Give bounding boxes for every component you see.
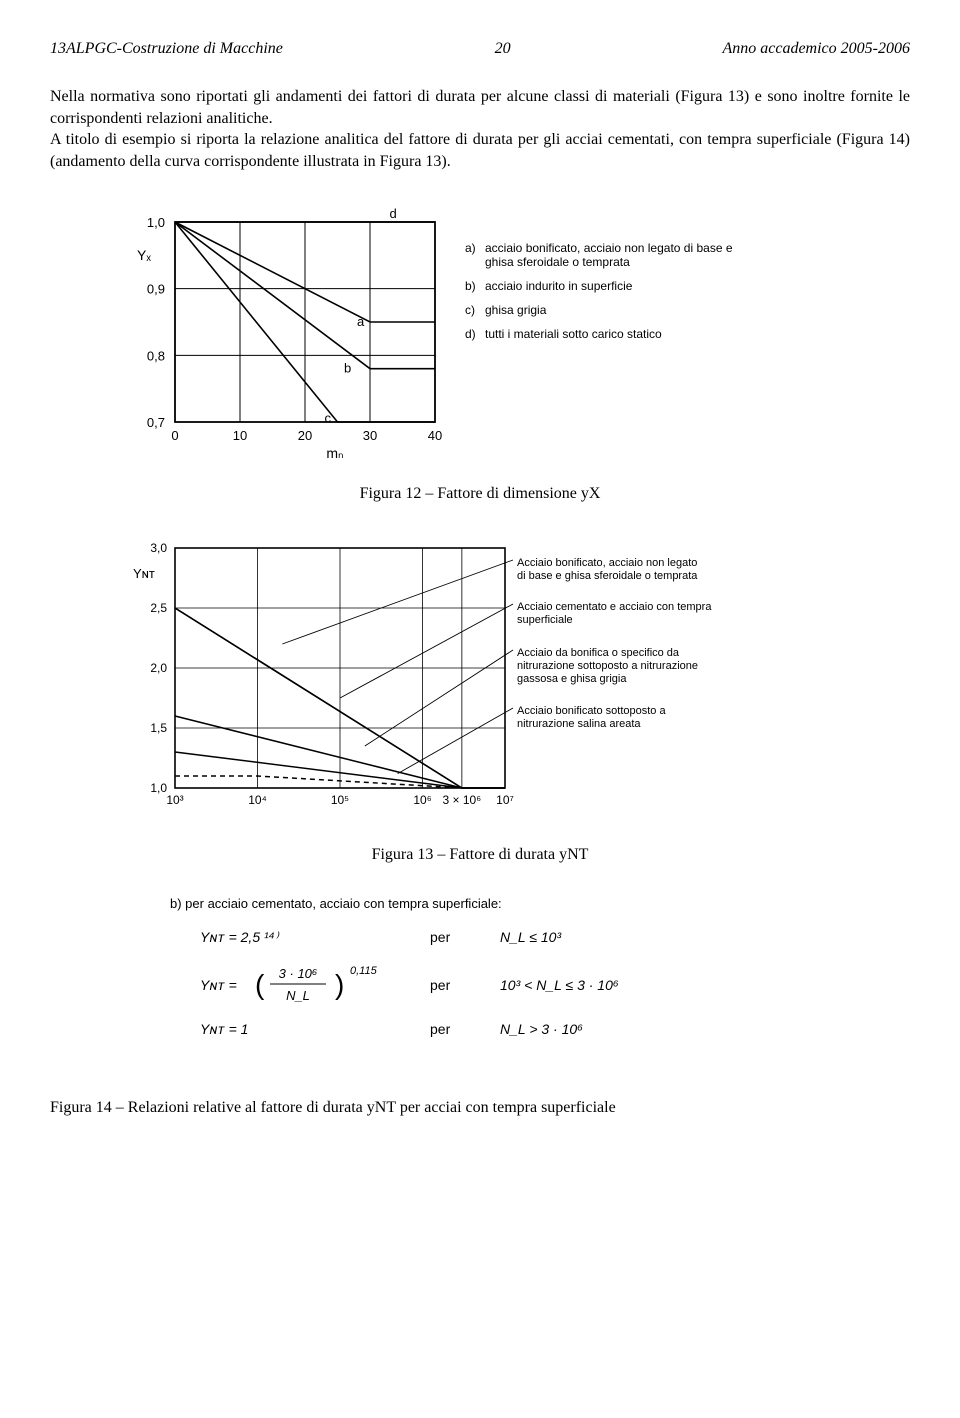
svg-text:superficiale: superficiale (517, 614, 573, 626)
svg-text:1,0: 1,0 (147, 215, 165, 230)
svg-text:acciaio bonificato, acciaio no: acciaio bonificato, acciaio non legato d… (485, 241, 733, 255)
svg-text:gassosa e ghisa grigia: gassosa e ghisa grigia (517, 673, 627, 685)
svg-text:30: 30 (363, 428, 377, 443)
svg-text:Yɴᴛ = 2,5 ¹⁴⁾: Yɴᴛ = 2,5 ¹⁴⁾ (200, 929, 280, 945)
figure-14-caption: Figura 14 – Relazioni relative al fattor… (50, 1099, 910, 1117)
svg-text:c: c (325, 411, 332, 426)
svg-text:b) per acciaio cementato, ac: b) per acciaio cementato, acciaio con te… (170, 896, 502, 911)
body-paragraph: Nella normativa sono riportati gli andam… (50, 86, 910, 172)
svg-text:10³: 10³ (166, 793, 183, 807)
svg-text:mₙ: mₙ (326, 445, 343, 461)
svg-text:10³ < N_L ≤ 3 · 10⁶: 10³ < N_L ≤ 3 · 10⁶ (500, 977, 619, 993)
svg-text:Yₓ: Yₓ (137, 247, 151, 263)
svg-text:0,115: 0,115 (350, 965, 378, 977)
svg-text:10: 10 (233, 428, 247, 443)
figure-14: b) per acciaio cementato, acciaio con te… (50, 894, 910, 1069)
svg-text:2,0: 2,0 (150, 661, 167, 675)
svg-text:d): d) (465, 327, 476, 341)
svg-text:10⁶: 10⁶ (413, 793, 431, 807)
figure-12-caption: Figura 12 – Fattore di dimensione yX (50, 485, 910, 503)
svg-text:b): b) (465, 279, 476, 293)
svg-text:nitrurazione sottoposto a nitr: nitrurazione sottoposto a nitrurazione (517, 660, 698, 672)
svg-text:d: d (390, 206, 397, 221)
svg-text:Acciaio bonificato, acciaio no: Acciaio bonificato, acciaio non legato (517, 557, 697, 569)
svg-text:3,0: 3,0 (150, 541, 167, 555)
svg-text:Yɴᴛ = 1: Yɴᴛ = 1 (200, 1021, 248, 1037)
svg-text:tutti i materiali sotto carico: tutti i materiali sotto carico statico (485, 327, 662, 341)
svg-text:1,5: 1,5 (150, 721, 167, 735)
svg-text:Acciaio da bonifica o specific: Acciaio da bonifica o specifico da (517, 647, 680, 659)
svg-text:3 × 10⁶: 3 × 10⁶ (443, 793, 482, 807)
svg-text:10⁵: 10⁵ (331, 793, 349, 807)
svg-text:per: per (430, 977, 451, 993)
header-center: 20 (495, 40, 511, 58)
svg-text:0,8: 0,8 (147, 349, 165, 364)
svg-text:2,5: 2,5 (150, 601, 167, 615)
svg-text:Yɴᴛ: Yɴᴛ (133, 566, 155, 581)
svg-text:a: a (357, 314, 365, 329)
svg-text:Acciaio bonificato sottoposto: Acciaio bonificato sottoposto a (517, 705, 666, 717)
svg-text:20: 20 (298, 428, 312, 443)
svg-text:10⁴: 10⁴ (248, 793, 267, 807)
svg-text:nitrurazione salina areata: nitrurazione salina areata (517, 718, 641, 730)
svg-text:0,7: 0,7 (147, 415, 165, 430)
svg-text:per: per (430, 929, 451, 945)
svg-text:(: ( (255, 969, 265, 1000)
figure-12: d a b c 1,0 0,9 0,8 0,7 0 10 20 30 40 Yₓ mₙ a) acciaio b… (50, 202, 910, 503)
svg-text:per: per (430, 1021, 451, 1037)
header-right: Anno accademico 2005-2006 (722, 40, 910, 58)
svg-text:N_L > 3 · 10⁶: N_L > 3 · 10⁶ (500, 1021, 583, 1037)
svg-text:0: 0 (171, 428, 178, 443)
svg-text:ghisa sferoidale o temprata: ghisa sferoidale o temprata (485, 255, 630, 269)
svg-text:1,0: 1,0 (150, 781, 167, 795)
svg-text:di base e ghisa sferoidale o t: di base e ghisa sferoidale o temprata (517, 570, 698, 582)
svg-text:0,9: 0,9 (147, 282, 165, 297)
figure-13-chart: 3,0 2,5 2,0 1,5 1,0 Yɴᴛ 10³ 10⁴ 10⁵ 10⁶ 3 × 10⁶ 10⁷… (120, 533, 840, 833)
svg-text:c): c) (465, 303, 475, 317)
svg-text:ghisa grigia: ghisa grigia (485, 303, 547, 317)
svg-text:3 · 10⁶: 3 · 10⁶ (279, 966, 318, 981)
svg-text:acciaio indurito in superficie: acciaio indurito in superficie (485, 279, 633, 293)
figure-13-caption: Figura 13 – Fattore di durata yNT (50, 846, 910, 864)
figure-14-equations: b) per acciaio cementato, acciaio con te… (170, 894, 730, 1064)
svg-text:Yɴᴛ =: Yɴᴛ = (200, 977, 237, 993)
svg-text:N_L ≤ 10³: N_L ≤ 10³ (500, 929, 561, 945)
svg-text:N_L: N_L (286, 988, 310, 1003)
figure-13: 3,0 2,5 2,0 1,5 1,0 Yɴᴛ 10³ 10⁴ 10⁵ 10⁶ 3 × 10⁶ 10⁷… (50, 533, 910, 864)
svg-text:40: 40 (428, 428, 442, 443)
svg-text:b: b (344, 361, 351, 376)
page-header: 13ALPGC-Costruzione di Macchine 20 Anno … (50, 40, 910, 58)
svg-text:a): a) (465, 241, 476, 255)
figure-12-chart: d a b c 1,0 0,9 0,8 0,7 0 10 20 30 40 Yₓ mₙ a) acciaio b… (115, 202, 845, 472)
svg-text:): ) (335, 969, 344, 1000)
svg-text:10⁷: 10⁷ (496, 793, 514, 807)
svg-text:Acciaio cementato e acciaio co: Acciaio cementato e acciaio con tempra (517, 601, 712, 613)
header-left: 13ALPGC-Costruzione di Macchine (50, 40, 283, 58)
